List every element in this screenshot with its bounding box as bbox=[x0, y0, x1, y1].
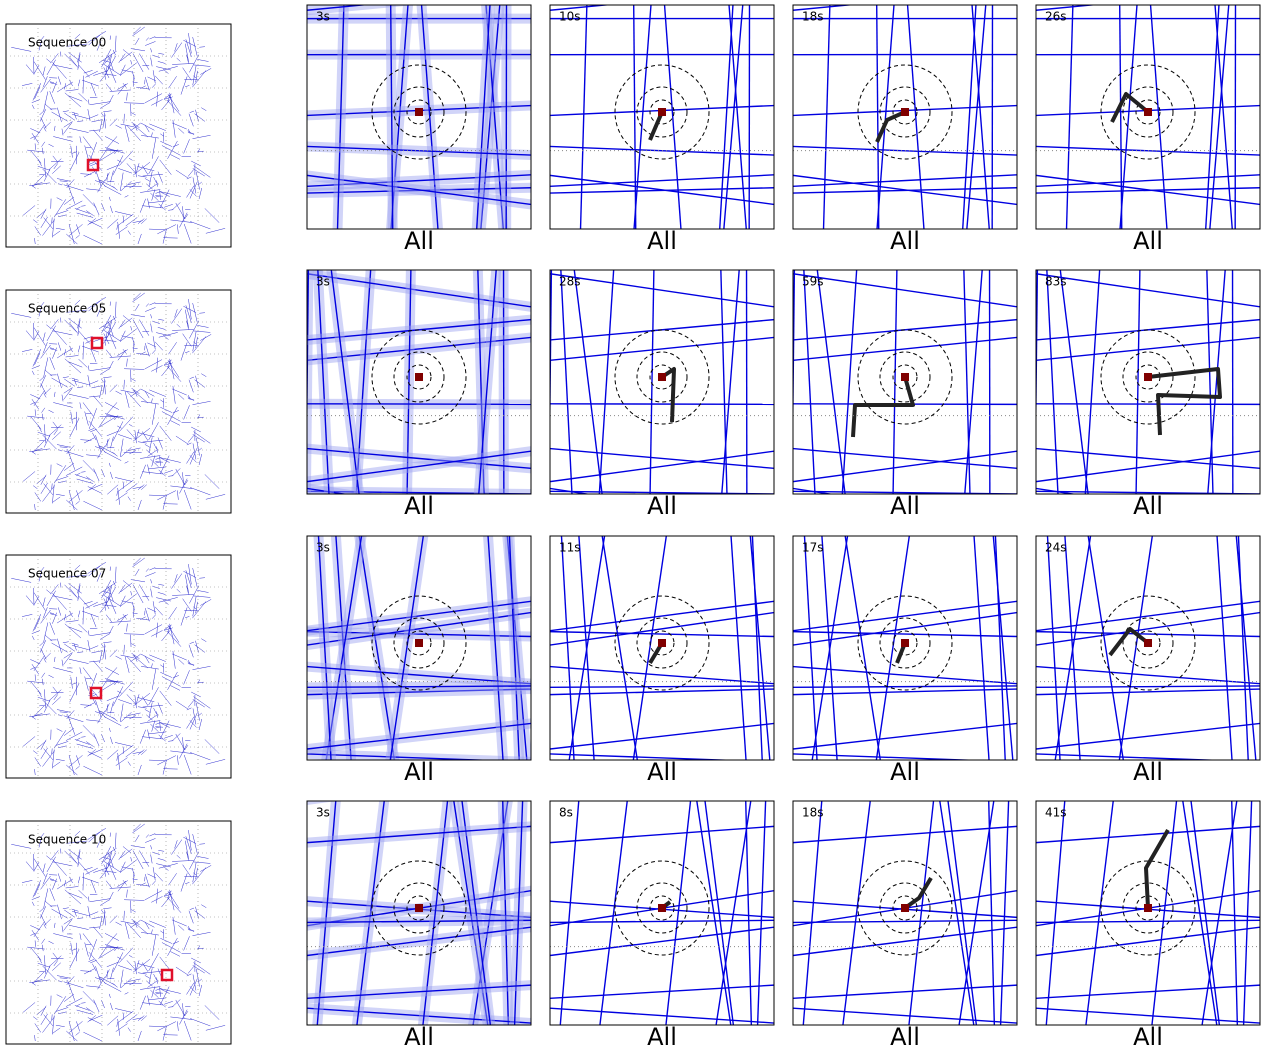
map-panel: 83s All bbox=[1026, 260, 1262, 524]
time-label: 59s bbox=[802, 275, 824, 289]
overview-map: Sequence 10 bbox=[6, 821, 231, 1044]
map-panel: 28s All bbox=[540, 260, 784, 524]
panel-caption: All bbox=[890, 227, 920, 255]
map-content bbox=[1026, 526, 1262, 770]
map-content bbox=[297, 0, 541, 239]
panel-caption: All bbox=[404, 227, 434, 255]
overview-map: Sequence 05 bbox=[6, 290, 231, 513]
map-content bbox=[297, 526, 541, 770]
map-content bbox=[1026, 0, 1262, 239]
time-label: 26s bbox=[1045, 10, 1067, 24]
street bbox=[1026, 404, 1262, 405]
time-label: 3s bbox=[316, 541, 330, 555]
map-content bbox=[540, 0, 784, 239]
vehicle bbox=[658, 639, 666, 647]
sequence-label: Sequence 10 bbox=[28, 833, 106, 847]
map-panel: 11s All bbox=[540, 526, 784, 786]
sequence-label: Sequence 05 bbox=[28, 302, 106, 316]
map-panel: 17s All bbox=[783, 526, 1027, 786]
panel-caption: All bbox=[404, 758, 434, 786]
time-label: 10s bbox=[559, 10, 581, 24]
panel-caption: All bbox=[404, 1023, 434, 1050]
map-content bbox=[540, 260, 784, 524]
map-panel: 18s All bbox=[783, 0, 1027, 255]
map-panel: 3s All bbox=[297, 769, 541, 1050]
vehicle bbox=[658, 904, 666, 912]
time-label: 3s bbox=[316, 275, 330, 289]
time-label: 8s bbox=[559, 806, 573, 820]
panel-caption: All bbox=[1133, 227, 1163, 255]
panel-caption: All bbox=[1133, 758, 1163, 786]
map-content bbox=[540, 526, 784, 770]
map-content bbox=[783, 526, 1027, 770]
sequence-label: Sequence 00 bbox=[28, 36, 106, 50]
panel-caption: All bbox=[647, 492, 677, 520]
time-label: 3s bbox=[316, 806, 330, 820]
panel-caption: All bbox=[647, 227, 677, 255]
vehicle bbox=[415, 904, 423, 912]
panel-caption: All bbox=[647, 1023, 677, 1050]
map-panel: 26s All bbox=[1026, 0, 1262, 255]
map-panel: 3s All bbox=[297, 260, 541, 524]
vehicle bbox=[1144, 108, 1152, 116]
map-panel: 10s All bbox=[540, 0, 784, 255]
panel-caption: All bbox=[1133, 492, 1163, 520]
vehicle bbox=[901, 639, 909, 647]
vehicle bbox=[415, 639, 423, 647]
vehicle bbox=[1144, 373, 1152, 381]
time-label: 17s bbox=[802, 541, 824, 555]
vehicle bbox=[1144, 904, 1152, 912]
map-background bbox=[550, 270, 774, 494]
map-background bbox=[1036, 270, 1260, 494]
overview-map: Sequence 00 bbox=[6, 24, 231, 247]
map-content bbox=[540, 769, 784, 1035]
vehicle bbox=[415, 108, 423, 116]
panel-caption: All bbox=[1133, 1023, 1163, 1050]
figure: Sequence 00 3s All 10s All 18s All 26s All Sequen… bbox=[0, 0, 1262, 1050]
time-label: 18s bbox=[802, 806, 824, 820]
time-label: 11s bbox=[559, 541, 581, 555]
map-content bbox=[297, 260, 541, 524]
panel-caption: All bbox=[890, 1023, 920, 1050]
map-panel: 8s All bbox=[540, 769, 784, 1050]
time-label: 24s bbox=[1045, 541, 1067, 555]
map-content bbox=[1026, 260, 1262, 524]
map-panel: 3s All bbox=[297, 0, 541, 255]
time-label: 83s bbox=[1045, 275, 1067, 289]
map-panel: 18s All bbox=[783, 769, 1027, 1050]
panel-caption: All bbox=[890, 758, 920, 786]
vehicle bbox=[901, 108, 909, 116]
time-label: 41s bbox=[1045, 806, 1067, 820]
map-content bbox=[783, 260, 1027, 524]
overview-map: Sequence 07 bbox=[6, 555, 231, 778]
panel-caption: All bbox=[647, 758, 677, 786]
vehicle bbox=[901, 373, 909, 381]
street bbox=[297, 404, 541, 405]
map-content bbox=[783, 0, 1027, 239]
time-label: 28s bbox=[559, 275, 581, 289]
vehicle bbox=[1144, 639, 1152, 647]
vehicle bbox=[658, 373, 666, 381]
panel-caption: All bbox=[404, 492, 434, 520]
map-panel: 41s All bbox=[1026, 769, 1262, 1050]
street bbox=[540, 404, 784, 405]
panel-caption: All bbox=[890, 492, 920, 520]
map-panel: 3s All bbox=[297, 526, 541, 786]
sequence-label: Sequence 07 bbox=[28, 567, 106, 581]
map-panel: 24s All bbox=[1026, 526, 1262, 786]
map-panel: 59s All bbox=[783, 260, 1027, 524]
vehicle bbox=[901, 904, 909, 912]
time-label: 18s bbox=[802, 10, 824, 24]
vehicle bbox=[415, 373, 423, 381]
map-content bbox=[297, 769, 541, 1035]
vehicle bbox=[658, 108, 666, 116]
time-label: 3s bbox=[316, 10, 330, 24]
